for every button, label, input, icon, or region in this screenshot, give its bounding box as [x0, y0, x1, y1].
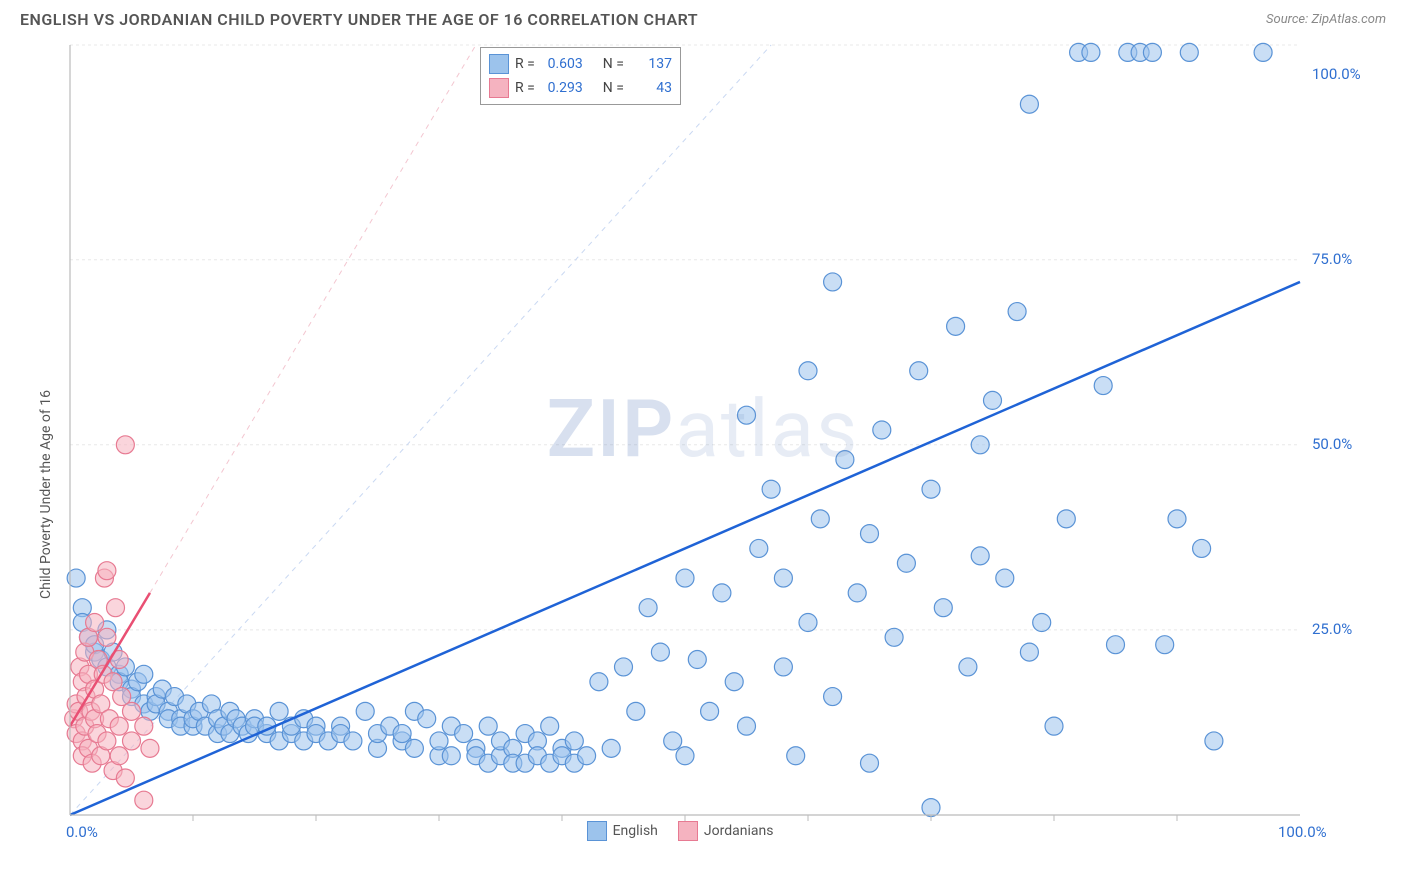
legend-item: English	[587, 821, 658, 841]
r-label: R =	[515, 56, 535, 72]
source-prefix: Source:	[1266, 12, 1311, 27]
header: ENGLISH VS JORDANIAN CHILD POVERTY UNDER…	[0, 0, 1406, 35]
r-value: 0.293	[541, 80, 583, 96]
legend-label: Jordanians	[704, 823, 774, 839]
y-tick-label: 75.0%	[1312, 250, 1352, 268]
legend-item: Jordanians	[678, 821, 774, 841]
source-name: ZipAtlas.com	[1311, 12, 1386, 27]
series-swatch	[678, 821, 698, 841]
stats-legend: R = 0.603 N = 137 R = 0.293 N = 43	[480, 47, 681, 105]
y-tick-label: 50.0%	[1312, 435, 1352, 453]
source-attribution: Source: ZipAtlas.com	[1266, 12, 1386, 27]
y-tick-label: 100.0%	[1312, 65, 1361, 83]
stats-row: R = 0.603 N = 137	[489, 52, 672, 76]
series-swatch	[489, 54, 509, 74]
r-value: 0.603	[541, 56, 583, 72]
scatter-chart	[20, 35, 1386, 855]
n-label: N =	[603, 56, 624, 72]
chart-area: ZIPatlas Child Poverty Under the Age of …	[20, 35, 1386, 855]
stats-row: R = 0.293 N = 43	[489, 76, 672, 100]
n-value: 43	[630, 80, 672, 96]
x-tick-label: 100.0%	[1278, 823, 1327, 841]
chart-title: ENGLISH VS JORDANIAN CHILD POVERTY UNDER…	[20, 10, 698, 29]
series-swatch	[489, 78, 509, 98]
n-value: 137	[630, 56, 672, 72]
series-legend: English Jordanians	[587, 821, 774, 841]
series-swatch	[587, 821, 607, 841]
x-tick-label: 0.0%	[66, 823, 98, 841]
legend-label: English	[613, 823, 658, 839]
y-axis-label: Child Poverty Under the Age of 16	[38, 390, 54, 599]
n-label: N =	[603, 80, 624, 96]
y-tick-label: 25.0%	[1312, 620, 1352, 638]
r-label: R =	[515, 80, 535, 96]
